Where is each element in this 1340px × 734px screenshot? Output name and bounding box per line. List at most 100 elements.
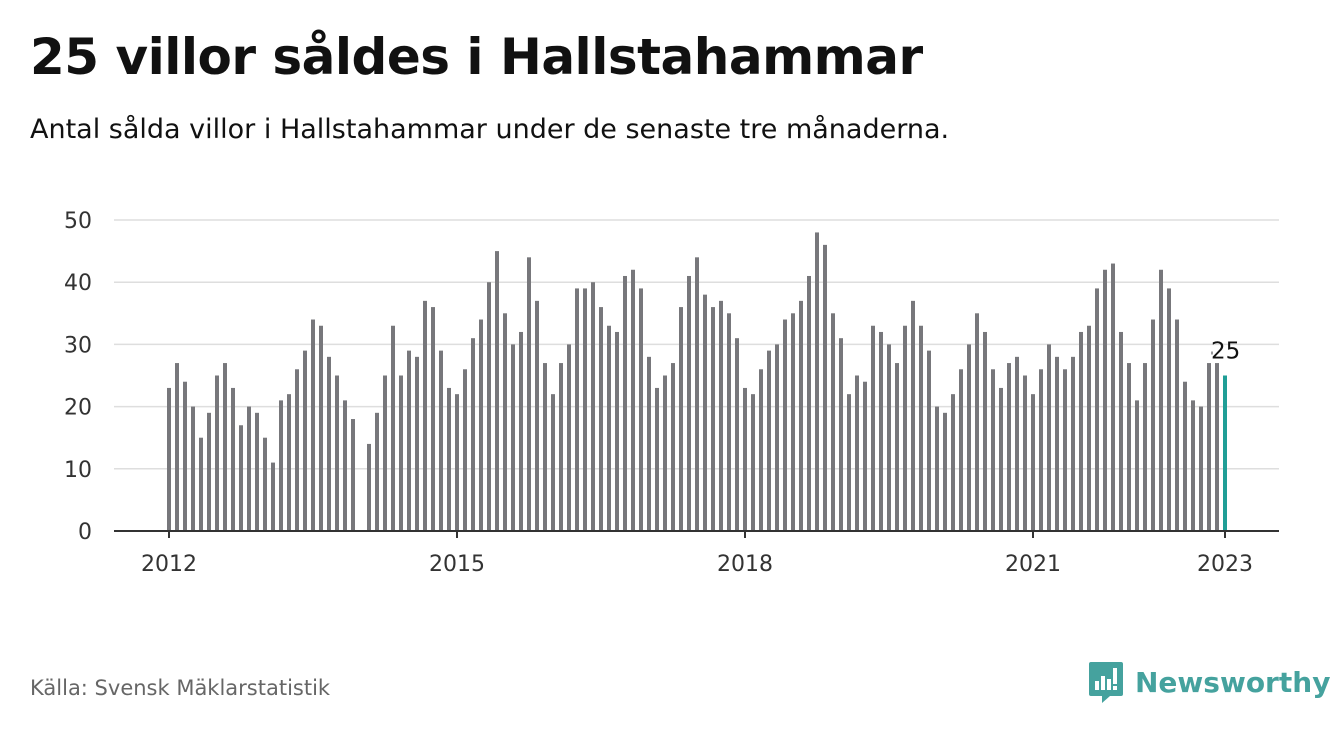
y-tick-label: 50 xyxy=(64,209,92,234)
bar xyxy=(919,325,923,531)
bar xyxy=(311,319,315,531)
bar xyxy=(471,338,475,531)
bar xyxy=(455,394,459,531)
bar xyxy=(327,356,331,531)
bar xyxy=(751,394,755,531)
bar xyxy=(791,313,795,531)
highlight-value-label: 25 xyxy=(1211,339,1240,365)
bar xyxy=(679,307,683,531)
bar xyxy=(199,437,203,531)
bar xyxy=(647,356,651,531)
bar xyxy=(431,307,435,531)
bar xyxy=(583,288,587,531)
bar xyxy=(855,375,859,531)
bar xyxy=(983,331,987,531)
bar xyxy=(815,232,819,531)
bar xyxy=(975,313,979,531)
bar xyxy=(687,275,691,531)
bar xyxy=(783,319,787,531)
bar xyxy=(279,400,283,531)
x-tick-label: 2015 xyxy=(429,552,485,577)
bar xyxy=(543,363,547,531)
y-tick-label: 10 xyxy=(64,458,92,483)
bar xyxy=(951,394,955,531)
bar xyxy=(519,331,523,531)
bar xyxy=(799,300,803,531)
bar xyxy=(1023,375,1027,531)
bar xyxy=(567,344,571,531)
bar xyxy=(1135,400,1139,531)
bar xyxy=(287,394,291,531)
bar xyxy=(247,406,251,531)
bar xyxy=(1039,369,1043,531)
bar xyxy=(1007,363,1011,531)
bar xyxy=(599,307,603,531)
bar xyxy=(423,300,427,531)
bar xyxy=(1063,369,1067,531)
brand-logo[interactable]: Newsworthy xyxy=(1088,660,1330,704)
bar xyxy=(391,325,395,531)
bar xyxy=(671,363,675,531)
bar xyxy=(575,288,579,531)
bar xyxy=(1047,344,1051,531)
bar xyxy=(831,313,835,531)
bar xyxy=(1207,363,1211,531)
bar xyxy=(335,375,339,531)
bar xyxy=(319,325,323,531)
bar xyxy=(559,363,563,531)
bar xyxy=(927,350,931,531)
bar xyxy=(655,387,659,531)
bar xyxy=(255,412,259,531)
bar xyxy=(935,406,939,531)
x-tick-label: 2012 xyxy=(141,552,197,577)
bar xyxy=(607,325,611,531)
bar xyxy=(407,350,411,531)
source-note: Källa: Svensk Mäklarstatistik xyxy=(30,676,331,700)
bar xyxy=(871,325,875,531)
bar xyxy=(767,350,771,531)
bar xyxy=(367,443,371,531)
bar xyxy=(591,282,595,531)
bar xyxy=(631,269,635,531)
bar xyxy=(743,387,747,531)
y-tick-label: 30 xyxy=(64,333,92,358)
bar xyxy=(903,325,907,531)
bar xyxy=(295,369,299,531)
bar xyxy=(639,288,643,531)
bar xyxy=(215,375,219,531)
bar xyxy=(711,307,715,531)
bar xyxy=(735,338,739,531)
bar xyxy=(263,437,267,531)
bar xyxy=(823,244,827,531)
bar-chart: 0 10 20 30 40 50 2012 2015 2018 2021 2023 25 xyxy=(64,209,1279,577)
bar xyxy=(271,462,275,531)
bar xyxy=(1015,356,1019,531)
bar xyxy=(1143,363,1147,531)
bar xyxy=(1175,319,1179,531)
y-tick-label: 40 xyxy=(64,271,92,296)
bar xyxy=(967,344,971,531)
bar xyxy=(383,375,387,531)
bar xyxy=(1079,331,1083,531)
bar xyxy=(1071,356,1075,531)
bar xyxy=(1055,356,1059,531)
chart-title: 25 villor såldes i Hallstahammar xyxy=(30,28,923,86)
bar xyxy=(495,251,499,531)
bar xyxy=(1199,406,1203,531)
bar xyxy=(887,344,891,531)
bar xyxy=(303,350,307,531)
bar xyxy=(551,394,555,531)
bar xyxy=(399,375,403,531)
bar xyxy=(759,369,763,531)
x-tick-label: 2021 xyxy=(1005,552,1061,577)
y-tick-label: 0 xyxy=(78,520,92,545)
bar xyxy=(959,369,963,531)
bar xyxy=(223,363,227,531)
bar xyxy=(775,344,779,531)
newsworthy-logo-icon xyxy=(1089,662,1123,703)
bar xyxy=(183,381,187,531)
bar xyxy=(343,400,347,531)
bar xyxy=(191,406,195,531)
bar xyxy=(447,387,451,531)
bar xyxy=(527,257,531,531)
